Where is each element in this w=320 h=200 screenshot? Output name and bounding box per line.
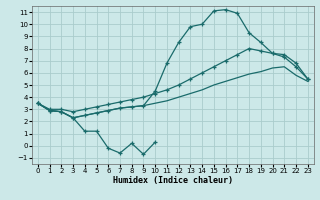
X-axis label: Humidex (Indice chaleur): Humidex (Indice chaleur) [113,176,233,185]
